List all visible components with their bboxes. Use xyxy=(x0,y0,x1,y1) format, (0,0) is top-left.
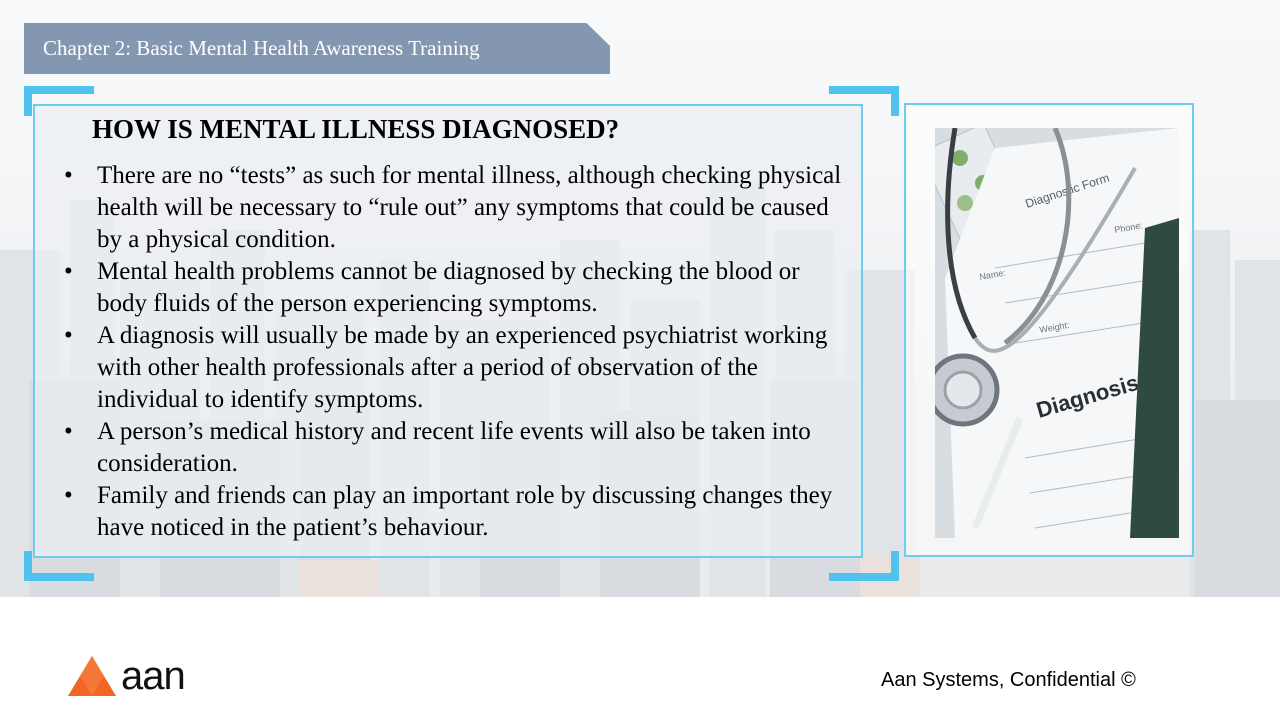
aan-logo xyxy=(68,656,116,696)
diagnosis-photo: Diagnostic Form Name: Phone: Weight: Dia… xyxy=(935,128,1179,538)
slide-title: HOW IS MENTAL ILLNESS DIAGNOSED? xyxy=(92,114,620,144)
bullet-item: A person’s medical history and recent li… xyxy=(62,416,852,480)
stethoscope-icon xyxy=(935,128,1137,427)
pen-icon xyxy=(971,416,1024,530)
frame-corner-bottom-left xyxy=(24,551,94,581)
footer-confidential: Aan Systems, Confidential © xyxy=(881,669,1136,691)
bullet-item: A diagnosis will usually be made by an e… xyxy=(62,320,852,416)
bullet-item: There are no “tests” as such for mental … xyxy=(62,160,852,256)
form-field-name: Name: xyxy=(979,268,1007,282)
bullet-item: Family and friends can play an important… xyxy=(62,480,852,544)
bullet-list: There are no “tests” as such for mental … xyxy=(62,160,852,544)
frame-corner-top-left xyxy=(24,86,94,116)
logo-wordmark: aan xyxy=(121,654,186,698)
bullet-item: Mental health problems cannot be diagnos… xyxy=(62,256,852,320)
chapter-banner: Chapter 2: Basic Mental Health Awareness… xyxy=(24,23,610,74)
form-field-phone: Phone: xyxy=(1114,220,1144,235)
frame-corner-top-right xyxy=(829,86,899,116)
book-icon xyxy=(1130,218,1179,538)
chapter-title: Chapter 2: Basic Mental Health Awareness… xyxy=(43,36,480,60)
frame-corner-bottom-right xyxy=(829,551,899,581)
